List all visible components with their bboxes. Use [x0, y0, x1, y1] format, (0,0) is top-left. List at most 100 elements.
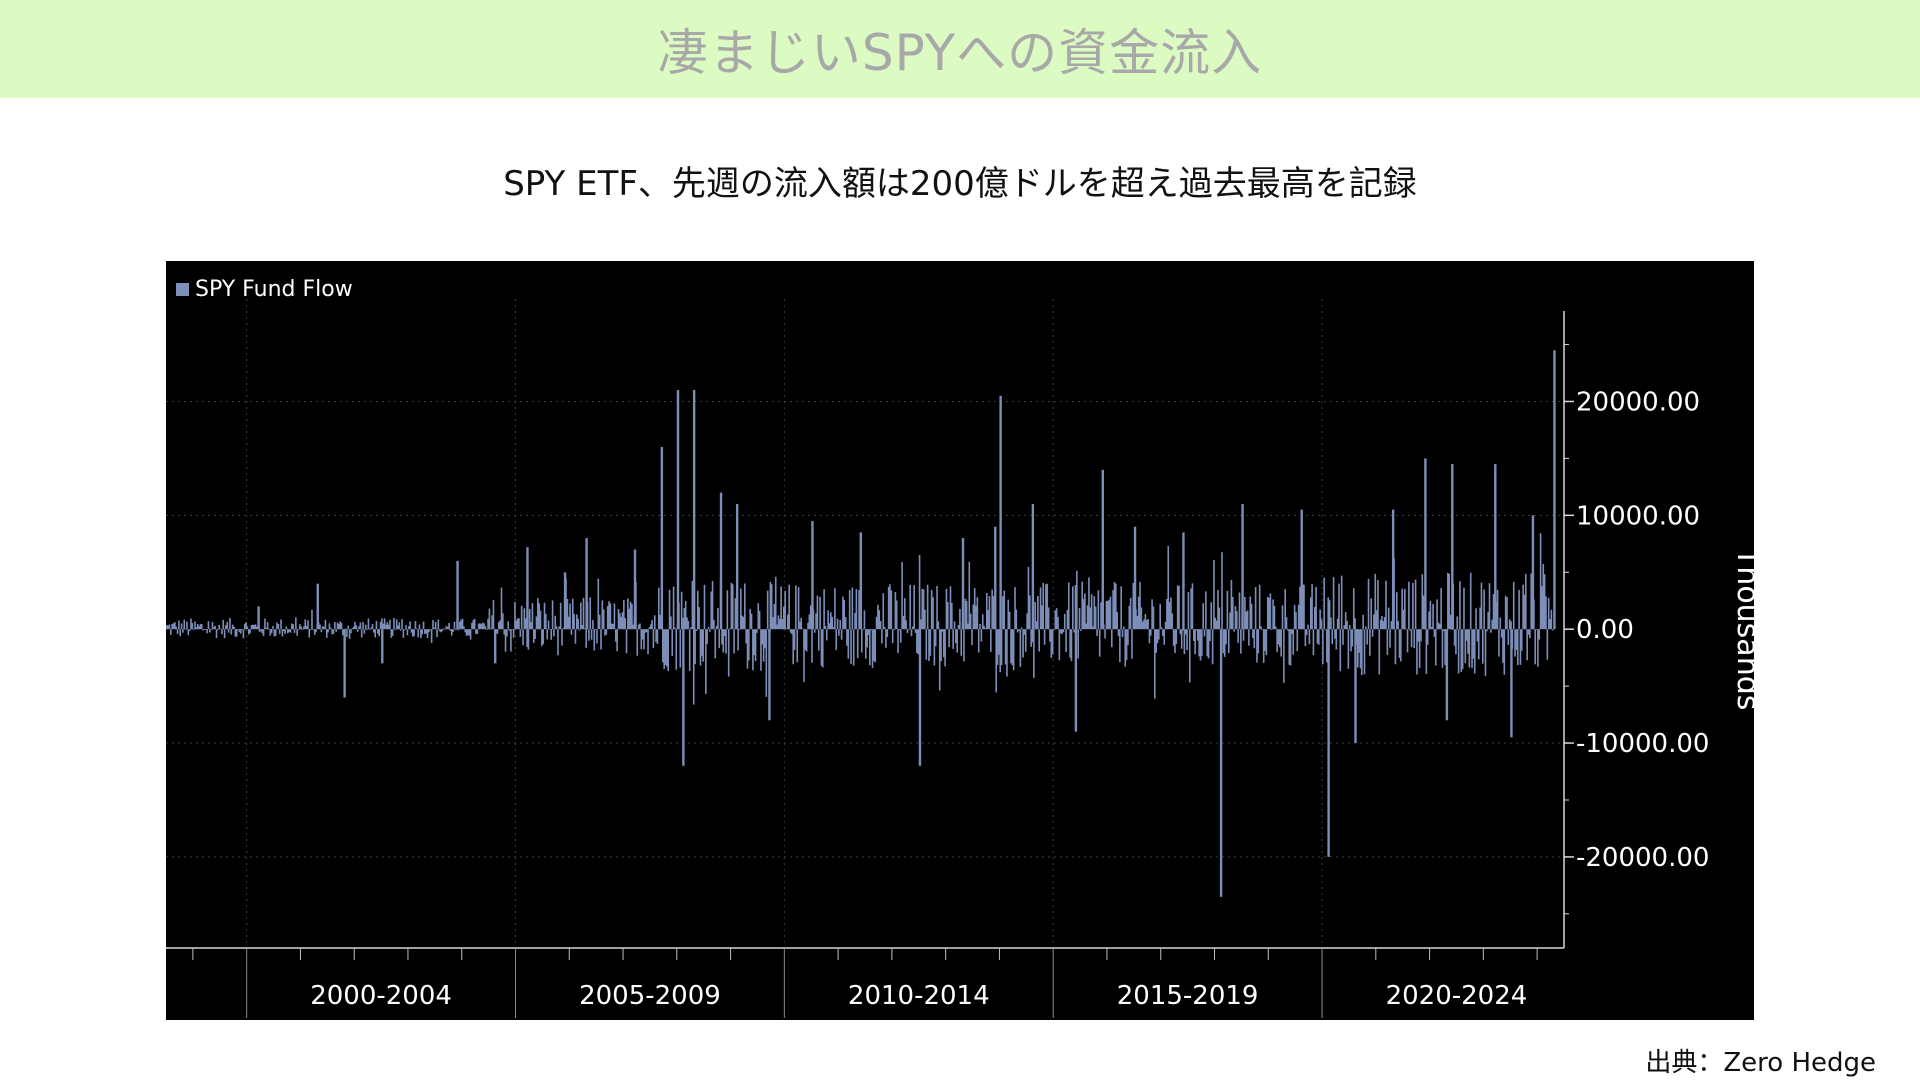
flow-bar [1343, 625, 1346, 630]
flow-bar-notable [1133, 526, 1137, 630]
flow-bar [402, 629, 405, 638]
flow-bar [1113, 582, 1116, 630]
flow-bar [1062, 629, 1065, 633]
flow-bar [1264, 629, 1266, 651]
flow-bar [604, 629, 606, 636]
flow-bar [1272, 599, 1274, 630]
flow-bar [238, 629, 241, 633]
flow-bar [527, 629, 530, 650]
flow-bar [370, 627, 372, 630]
flow-bar [351, 628, 354, 630]
flow-bar [207, 621, 210, 630]
flow-bar [1206, 629, 1209, 657]
flow-bar [277, 624, 280, 630]
flow-bar [651, 620, 653, 630]
flow-bar [1205, 591, 1207, 630]
flow-bar [288, 629, 290, 633]
flow-bar [214, 625, 216, 630]
flow-bar [243, 623, 246, 630]
flow-bar [836, 618, 839, 630]
flow-bar [843, 599, 846, 630]
flow-bar [765, 629, 768, 697]
flow-bar [211, 621, 214, 630]
flow-bar [464, 629, 467, 633]
flow-bar [733, 629, 735, 654]
flow-bar [871, 629, 874, 668]
flow-bar [1041, 605, 1043, 630]
flow-bar [597, 578, 600, 630]
flow-bar [1514, 629, 1516, 657]
flow-bar [295, 617, 297, 630]
flow-bar [1055, 608, 1058, 630]
flow-bar [1158, 629, 1160, 640]
flow-bar [373, 629, 375, 633]
flow-bar [652, 629, 655, 648]
flow-bar [1000, 629, 1003, 666]
flow-bar [190, 618, 192, 630]
flow-bar [605, 629, 608, 635]
flow-bar [367, 618, 370, 630]
flow-bar [707, 626, 710, 630]
flow-bar [406, 629, 409, 636]
flow-bar [1132, 582, 1135, 630]
y-tick-label: 20000.00 [1576, 387, 1700, 417]
flow-bar [602, 609, 605, 630]
flow-bar [1425, 629, 1428, 674]
flow-bar [937, 621, 940, 630]
flow-bar [749, 608, 751, 630]
flow-bar [1535, 629, 1538, 630]
flow-bar-notable [1182, 532, 1185, 630]
flow-bar [614, 629, 617, 642]
x-tick-label: 2015-2019 [1117, 981, 1259, 1011]
flow-bar [1444, 629, 1446, 666]
flow-bar [1120, 586, 1123, 630]
flow-bar [1404, 588, 1406, 630]
flow-bar [1304, 629, 1307, 647]
flow-bar [1523, 594, 1526, 630]
flow-bar [401, 619, 403, 630]
flow-bar [952, 629, 954, 649]
flow-bar [690, 627, 692, 630]
flow-bar [1047, 607, 1050, 630]
flow-bar-notable [1101, 469, 1104, 630]
flow-bar [268, 628, 270, 630]
flow-bar [278, 629, 281, 634]
flow-bar [245, 622, 247, 630]
flow-bar [973, 588, 976, 630]
flow-bar [356, 629, 359, 632]
flow-bar [897, 629, 899, 654]
flow-bar [776, 624, 778, 630]
flow-bar [1382, 621, 1385, 630]
flow-bar [1351, 629, 1354, 647]
flow-bar [666, 629, 668, 667]
flow-bar [182, 629, 184, 633]
flow-bar-notable [1219, 629, 1223, 897]
flow-bar [1371, 629, 1374, 637]
flow-bar-notable [1300, 509, 1303, 630]
flow-bar [874, 629, 877, 663]
flow-bar [1344, 612, 1347, 630]
flow-bar [800, 617, 803, 630]
flow-bar [1472, 629, 1475, 659]
flow-bar [1305, 629, 1308, 636]
flow-bar [1354, 618, 1356, 630]
flow-bar [1176, 585, 1179, 630]
flow-bar [887, 586, 890, 630]
flow-bar-notable [456, 560, 459, 630]
flow-bar [1217, 590, 1219, 630]
flow-bar [1100, 602, 1102, 630]
flow-bar [1141, 621, 1144, 630]
flow-bar [817, 629, 820, 651]
flow-bar [627, 598, 629, 630]
flow-bar [425, 629, 428, 634]
flow-bar [260, 629, 262, 632]
flow-bar [623, 599, 625, 630]
y-tick-label: 0.00 [1576, 615, 1634, 645]
flow-bar [1092, 626, 1094, 630]
flow-bar [1506, 597, 1508, 630]
flow-bar [321, 626, 324, 630]
flow-bar [1057, 616, 1059, 630]
flow-bar [1067, 582, 1070, 630]
flow-bar [566, 599, 569, 630]
flow-bar [1352, 588, 1355, 630]
